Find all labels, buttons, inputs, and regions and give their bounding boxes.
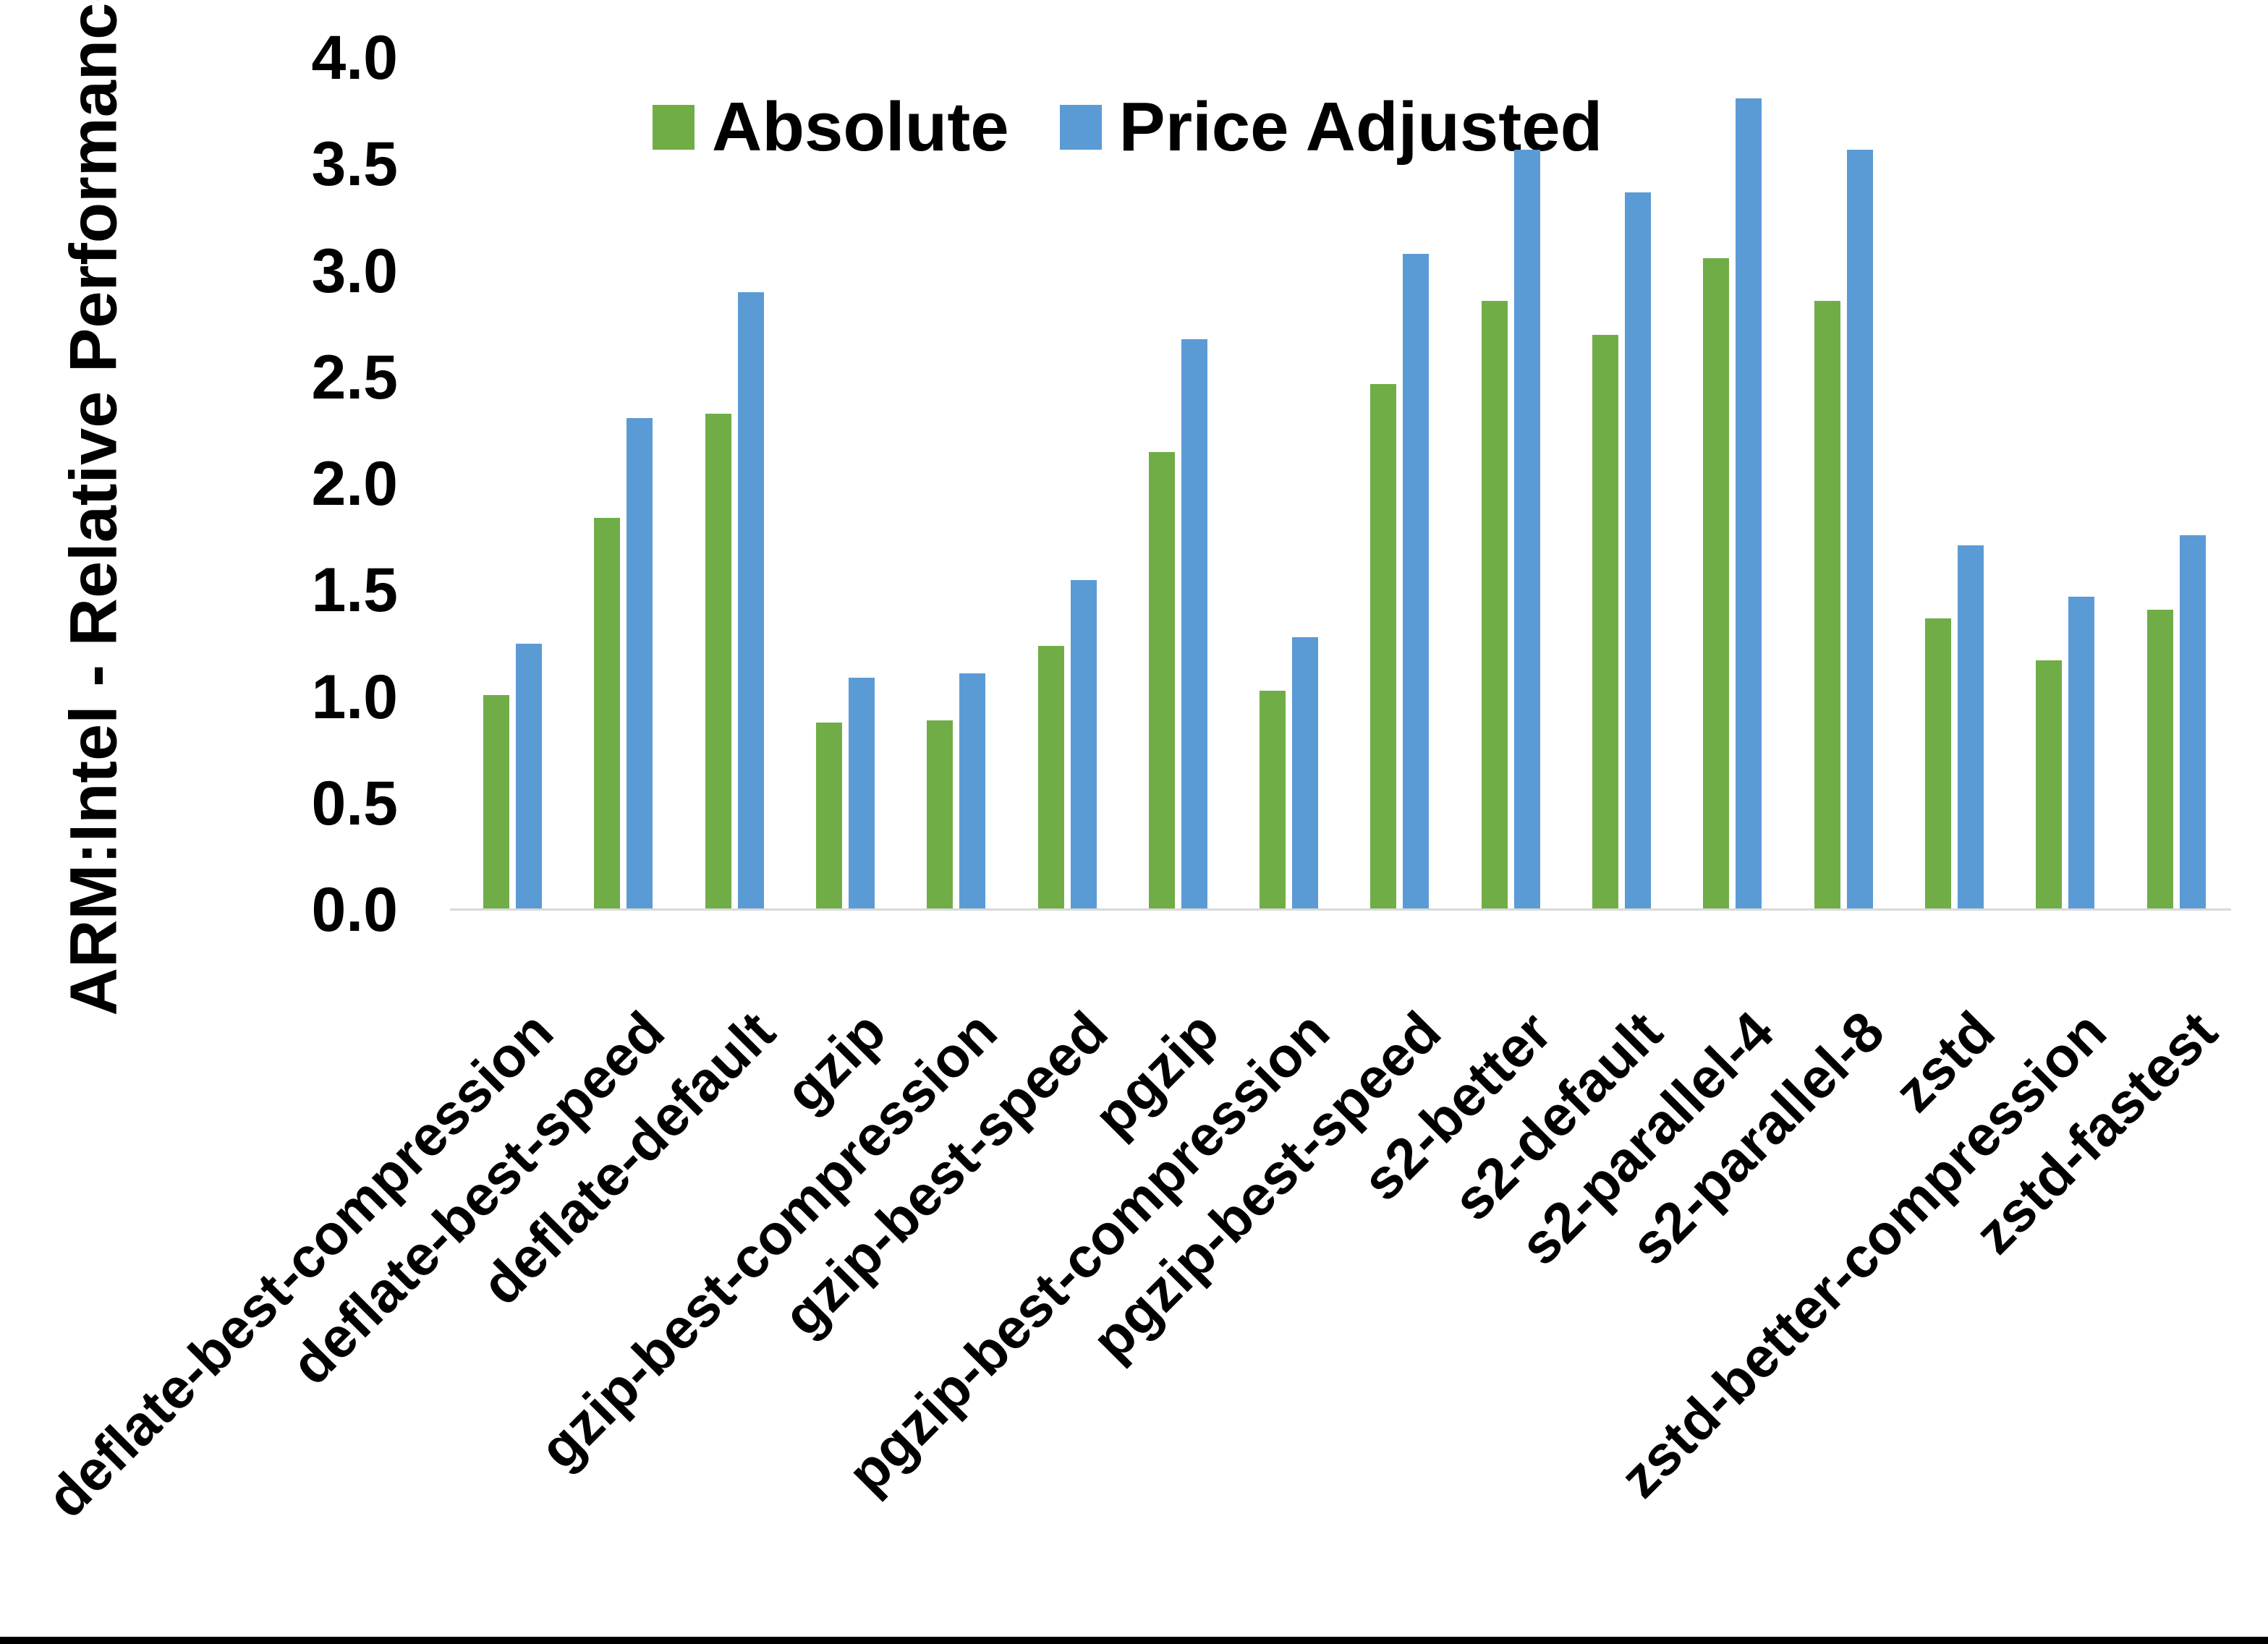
- y-tick-label-1.0: 1.0: [311, 662, 398, 732]
- bar-deflate-best-compression-absolute: [483, 695, 509, 910]
- bar-deflate-best-compression-price-adjusted: [516, 644, 542, 910]
- bar-gzip-price-adjusted: [849, 678, 875, 910]
- bar-gzip-best-speed-price-adjusted: [1071, 580, 1097, 910]
- y-tick-label-2.5: 2.5: [311, 342, 398, 412]
- bar-s2-parallel-8-price-adjusted: [1847, 150, 1873, 910]
- y-tick-label-1.5: 1.5: [311, 555, 398, 626]
- bar-s2-default-price-adjusted: [1625, 192, 1651, 910]
- bar-s2-parallel-8-absolute: [1814, 301, 1840, 910]
- x-axis-line: [450, 908, 2231, 911]
- bar-gzip-best-speed-absolute: [1038, 646, 1064, 910]
- bar-deflate-default-price-adjusted: [738, 292, 764, 910]
- bar-deflate-best-speed-absolute: [594, 518, 620, 910]
- bar-s2-better-price-adjusted: [1514, 150, 1540, 910]
- bar-gzip-absolute: [816, 723, 842, 910]
- bar-gzip-best-compression-price-adjusted: [959, 673, 985, 910]
- bar-pgzip-absolute: [1149, 452, 1175, 910]
- bar-pgzip-best-speed-price-adjusted: [1403, 254, 1429, 910]
- screenshot-bottom-border: [0, 1637, 2268, 1644]
- legend-swatch-absolute: [653, 105, 695, 150]
- bar-s2-better-absolute: [1482, 301, 1508, 910]
- y-tick-label-2.0: 2.0: [311, 449, 398, 519]
- legend-item-absolute: Absolute: [653, 93, 1009, 162]
- bar-zstd-absolute: [1925, 618, 1951, 910]
- bar-zstd-better-compression-absolute: [2036, 660, 2062, 910]
- bar-deflate-default-absolute: [705, 414, 731, 910]
- bar-s2-parallel-4-absolute: [1703, 258, 1729, 910]
- legend-swatch-price-adjusted: [1059, 105, 1102, 150]
- bar-deflate-best-speed-price-adjusted: [627, 418, 653, 910]
- y-axis-title: ARM:Intel - Relative Performance: [56, 0, 131, 1016]
- bar-pgzip-best-compression-absolute: [1260, 691, 1286, 910]
- bar-zstd-fastest-absolute: [2147, 610, 2173, 910]
- y-tick-label-0.5: 0.5: [311, 768, 398, 838]
- bar-pgzip-best-compression-price-adjusted: [1292, 637, 1318, 910]
- bar-zstd-price-adjusted: [1958, 545, 1984, 910]
- bar-zstd-better-compression-price-adjusted: [2068, 597, 2094, 910]
- y-tick-label-0.0: 0.0: [311, 875, 398, 945]
- y-tick-label-4.0: 4.0: [311, 23, 398, 93]
- legend: Absolute Price Adjusted: [653, 93, 1602, 162]
- bar-pgzip-best-speed-absolute: [1370, 384, 1396, 910]
- y-tick-label-3.0: 3.0: [311, 236, 398, 306]
- bar-s2-parallel-4-price-adjusted: [1736, 98, 1762, 910]
- bar-s2-default-absolute: [1592, 335, 1618, 910]
- bar-pgzip-price-adjusted: [1181, 339, 1207, 910]
- y-tick-label-3.5: 3.5: [311, 129, 398, 200]
- bar-gzip-best-compression-absolute: [927, 720, 953, 910]
- bar-zstd-fastest-price-adjusted: [2180, 535, 2206, 910]
- legend-label-absolute: Absolute: [712, 88, 1009, 166]
